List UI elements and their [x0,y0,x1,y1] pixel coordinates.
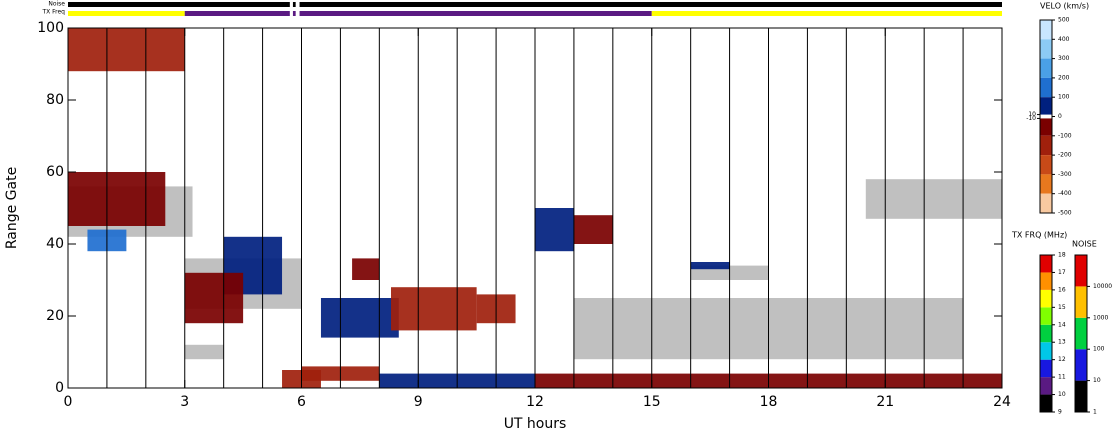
velocity-patch [184,272,244,324]
velocity-patch [690,262,730,270]
scale-tick-label: -10 [1026,115,1036,122]
scale-zero-band [1040,114,1052,119]
scale-tick-label: 10 [1028,111,1036,118]
x-tick-label: 9 [414,394,423,410]
scale-frame [1039,254,1053,413]
scale-tick-label: -300 [1058,171,1072,178]
scale-tick-label: 16 [1058,286,1066,293]
velocity-patch [391,287,477,331]
scale-swatch [1075,317,1087,350]
scale-tick-label: -500 [1058,210,1072,217]
scale-tick-label: 0 [1058,113,1062,120]
tx-segment [651,11,1002,16]
x-tick-label: 3 [180,394,189,410]
scale-swatch [1075,349,1087,381]
scale-tick-label: 10000 [1093,283,1112,290]
tx-segment [184,11,290,16]
scale-swatch [1075,380,1087,412]
ground-scatter [865,179,1002,219]
scale-swatch [1075,286,1087,318]
scale-swatch [1040,58,1052,78]
scale-swatch [1040,174,1052,194]
y-tick-label: 40 [46,236,64,252]
x-axis-label: UT hours [504,416,567,432]
scale-swatch [1040,116,1052,136]
scale-swatch [1040,97,1052,117]
y-tick-label: 20 [46,308,64,324]
scale-swatch [1040,39,1052,59]
scale-tick-label: 10 [1093,377,1101,384]
velo-scale-title: VELO (km/s) [1040,2,1089,11]
tx-segment [68,11,185,16]
y-tick-label: 100 [37,20,64,36]
scale-tick-label: 100 [1058,94,1070,101]
tx-bar-label: TX Freq [41,9,65,16]
scale-tick-label: -100 [1058,132,1072,139]
scale-swatch [1040,342,1052,360]
velocity-patch [68,28,185,72]
x-tick-label: 6 [297,394,306,410]
noise-segment [299,2,1002,7]
scale-swatch [1040,307,1052,325]
noise-scale-title: NOISE [1072,240,1097,249]
scale-swatch [1075,255,1087,287]
y-tick-label: 0 [55,380,64,396]
scale-tick-label: -400 [1058,190,1072,197]
tx-segment [299,11,652,16]
scale-swatch [1040,377,1052,395]
scale-swatch [1040,324,1052,343]
scale-swatch [1040,289,1052,308]
noise-segment [68,2,290,7]
tx-segment [292,11,296,16]
scale-swatch [1040,20,1052,40]
velocity-patch [535,208,574,252]
scale-swatch [1040,155,1052,175]
scale-swatch [1040,135,1052,156]
x-tick-label: 21 [876,394,894,410]
scale-frame [1074,254,1088,413]
scale-tick-label: 12 [1058,356,1066,363]
velocity-patch [320,298,399,338]
scale-tick-label: 15 [1058,304,1066,311]
scale-swatch [1040,359,1052,378]
y-tick-label: 80 [46,92,64,108]
x-tick-label: 0 [64,394,73,410]
velocity-patch [68,172,166,226]
y-tick-label: 60 [46,164,64,180]
ground-scatter [184,344,224,360]
y-axis-label: Range Gate [4,167,20,249]
x-tick-label: 15 [643,394,661,410]
noise-bar-label: Noise [48,1,65,8]
scale-swatch [1040,272,1052,290]
scale-tick-label: 100 [1093,346,1105,353]
velocity-patch [573,215,613,244]
scale-tick-label: -200 [1058,152,1072,159]
scale-tick-label: 300 [1058,55,1070,62]
scale-swatch [1040,193,1052,213]
scale-tick-label: 14 [1058,321,1066,328]
scale-swatch [1040,77,1052,98]
freq-scale-title: TX FRQ (MHz) [1011,231,1067,240]
scale-tick-label: 13 [1058,339,1066,346]
x-tick-label: 24 [993,394,1011,410]
scale-tick-label: 500 [1058,17,1070,24]
scale-tick-label: 18 [1058,252,1066,259]
scale-tick-label: 17 [1058,269,1066,276]
scale-tick-label: 200 [1058,74,1070,81]
scale-tick-label: 1000 [1093,314,1108,321]
scale-tick-label: 11 [1058,374,1066,381]
scale-tick-label: 1 [1093,409,1097,416]
scale-tick-label: 400 [1058,36,1070,43]
noise-segment [292,2,296,7]
scale-tick-label: 10 [1058,391,1066,398]
x-tick-label: 12 [526,394,544,410]
x-tick-label: 18 [760,394,778,410]
scale-swatch [1040,255,1052,273]
scale-swatch [1040,394,1052,412]
scale-tick-label: 9 [1058,409,1062,416]
velocity-patch [352,258,380,280]
